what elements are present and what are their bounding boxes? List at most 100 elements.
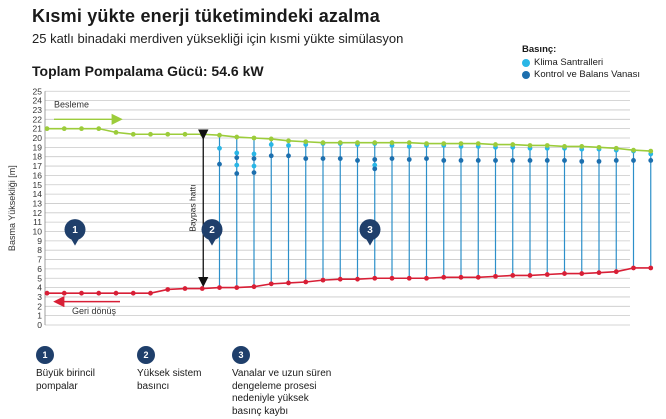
return-point [475, 274, 481, 280]
return-point [251, 284, 257, 290]
ahu-point [268, 142, 274, 147]
ahu-point [234, 150, 240, 156]
y-tick-label: 1 [37, 311, 42, 321]
return-point [527, 273, 533, 278]
ahu-point [234, 162, 240, 168]
valve-point [355, 158, 360, 163]
y-tick-label: 23 [33, 105, 43, 115]
supply-point [61, 126, 67, 132]
valve-point [251, 170, 257, 175]
ahu-point [406, 144, 412, 149]
footnote-1: 1 Büyük birincil pompalar [36, 346, 95, 393]
valve-point [372, 166, 378, 172]
return-point [165, 287, 171, 292]
valve-point [596, 158, 602, 164]
y-tick-label: 16 [33, 170, 43, 180]
y-tick-label: 10 [33, 227, 43, 237]
chart-badge-2-label: 2 [209, 225, 215, 236]
return-point [544, 272, 550, 277]
y-tick-label: 8 [37, 245, 42, 255]
supply-point [199, 131, 205, 137]
y-tick-label: 19 [33, 142, 43, 152]
footnote-text-3: Vanalar ve uzun süren dengeleme prosesi … [232, 368, 332, 417]
y-tick-label: 3 [37, 292, 42, 302]
valve-point [286, 153, 291, 159]
valve-point [579, 158, 585, 164]
ahu-point [286, 143, 291, 148]
return-point [337, 276, 343, 282]
return-point [424, 275, 429, 281]
legend-ahu-label: Klima Santralleri [534, 57, 604, 68]
y-tick-label: 18 [33, 152, 43, 162]
return-point [355, 276, 360, 282]
y-tick-label: 15 [33, 180, 43, 190]
y-tick-label: 5 [37, 273, 42, 283]
supply-point [355, 140, 360, 146]
chart-title: Kısmi yükte enerji tüketimindeki azalma [32, 6, 380, 26]
supply-point [320, 140, 326, 146]
valve-point [320, 156, 326, 161]
supply-point [441, 141, 447, 147]
return-point [320, 277, 326, 283]
supply-point [165, 131, 171, 137]
valve-point [493, 158, 498, 163]
supply-point [303, 139, 309, 145]
valve-point [544, 158, 550, 163]
supply-point [458, 141, 464, 147]
supply-point [44, 126, 50, 132]
valve-point [217, 161, 222, 167]
valve-point [527, 158, 533, 163]
valve-point [562, 158, 567, 163]
footnote-badge-1: 1 [36, 346, 54, 364]
supply-point [544, 143, 550, 148]
legend-valve-marker [522, 70, 530, 79]
supply-point [510, 142, 516, 147]
y-tick-label: 14 [33, 189, 43, 199]
legend-item-ahu: Klima Santralleri [522, 57, 640, 68]
supply-point [217, 132, 222, 138]
ahu-point [251, 163, 257, 169]
y-tick-label: 17 [33, 161, 43, 171]
supply-label: Besleme [54, 99, 89, 109]
supply-point [182, 131, 188, 137]
ahu-point [372, 162, 378, 168]
valve-point [458, 158, 464, 163]
supply-point [372, 140, 378, 146]
bypass-label: Baypas hattı [187, 184, 197, 231]
return-point [44, 290, 50, 296]
supply-point [96, 126, 102, 132]
y-tick-label: 4 [37, 283, 42, 293]
return-point [130, 290, 136, 296]
footnote-badge-2: 2 [137, 346, 155, 364]
supply-point [79, 126, 84, 132]
valve-point [648, 158, 654, 163]
legend-item-valve: Kontrol ve Balans Vanası [522, 69, 640, 80]
valve-point [372, 157, 378, 162]
return-point [493, 273, 498, 279]
y-tick-label: 9 [37, 236, 42, 246]
return-point [458, 274, 464, 280]
supply-point [234, 134, 240, 140]
supply-point [148, 131, 153, 137]
chart-badge-2-pointer [208, 238, 216, 246]
chart-subtitle: 25 katlı binadaki merdiven yüksekliği iç… [32, 31, 404, 46]
return-point [631, 265, 636, 271]
legend-title: Basınç: [522, 44, 557, 55]
valve-point [234, 155, 240, 161]
ahu-point [251, 151, 257, 157]
supply-point [406, 140, 412, 146]
chart-badge-3-pointer [366, 238, 374, 246]
y-tick-label: 20 [33, 133, 43, 143]
chart-badge-1-pointer [71, 238, 79, 246]
supply-point [113, 129, 119, 135]
legend-ahu-marker [522, 58, 530, 67]
supply-point [579, 144, 585, 149]
return-point [613, 269, 619, 275]
supply-point [268, 136, 274, 142]
chart-badge-1 [64, 219, 86, 241]
supply-point [596, 144, 602, 150]
chart-badge-3 [359, 219, 381, 241]
y-tick-label: 24 [33, 96, 43, 106]
footnote-2: 2 Yüksek sistem basıncı [137, 346, 201, 393]
